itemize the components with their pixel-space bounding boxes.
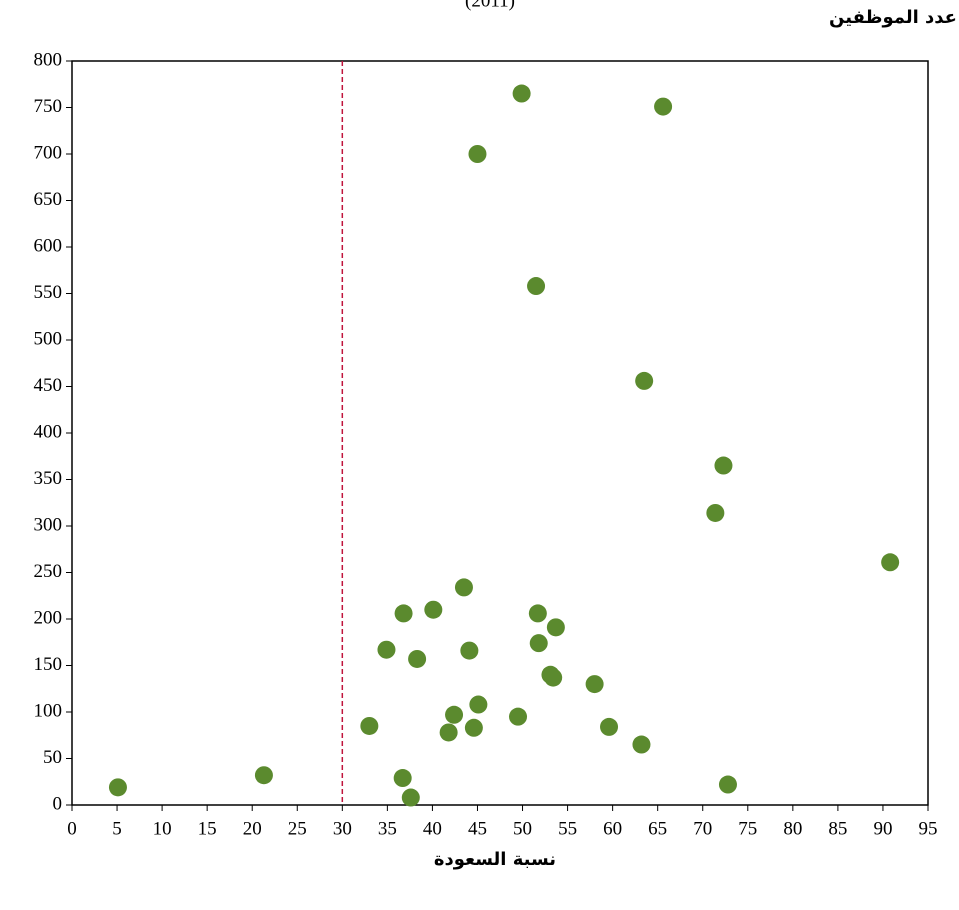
x-tick-label: 30	[333, 818, 352, 839]
point	[600, 717, 619, 736]
point	[654, 97, 673, 116]
x-tick-label: 70	[693, 818, 712, 839]
y-tick-label: 450	[34, 375, 63, 396]
point	[424, 600, 443, 619]
x-tick-label: 15	[198, 818, 217, 839]
point	[394, 604, 413, 623]
point	[445, 705, 464, 724]
point	[544, 668, 563, 687]
y-tick-label: 700	[34, 142, 63, 163]
y-tick-label: 200	[34, 607, 63, 628]
y-tick-label: 350	[34, 468, 63, 489]
x-tick-label: 0	[67, 818, 77, 839]
point	[632, 735, 651, 754]
y-tick-label: 800	[34, 49, 63, 70]
y-tick-label: 550	[34, 282, 63, 303]
point	[585, 675, 604, 694]
y-tick-label: 400	[34, 421, 63, 442]
x-tick-label: 45	[468, 818, 487, 839]
x-tick-label: 25	[288, 818, 307, 839]
x-tick-label: 40	[423, 818, 442, 839]
point	[360, 716, 379, 735]
y-tick-label: 300	[34, 514, 63, 535]
point	[108, 778, 127, 797]
point	[464, 718, 483, 737]
point	[469, 695, 488, 714]
x-tick-label: 35	[378, 818, 397, 839]
y-tick-label: 750	[34, 96, 63, 117]
point	[714, 456, 733, 475]
x-tick-label: 65	[648, 818, 667, 839]
point	[439, 723, 458, 742]
x-tick-label: 55	[558, 818, 577, 839]
point	[460, 641, 479, 660]
x-tick-label: 90	[873, 818, 892, 839]
y-tick-label: 650	[34, 189, 63, 210]
point	[635, 371, 654, 390]
y-tick-label: 100	[34, 700, 63, 721]
point	[454, 578, 473, 597]
point	[377, 640, 396, 659]
y-tick-label: 150	[34, 654, 63, 675]
y-axis-label: عدد الموظفين	[829, 7, 957, 28]
point	[512, 84, 531, 103]
point	[881, 553, 900, 572]
y-tick-label: 250	[34, 561, 63, 582]
y-tick-label: 500	[34, 328, 63, 349]
x-tick-label: 95	[919, 818, 938, 839]
point	[468, 145, 487, 163]
x-tick-label: 20	[243, 818, 262, 839]
x-tick-label: 60	[603, 818, 622, 839]
point	[529, 634, 548, 653]
point	[393, 769, 412, 788]
point	[509, 707, 528, 726]
x-tick-label: 10	[153, 818, 172, 839]
y-tick-label: 50	[43, 747, 62, 768]
chart-title: (2011)	[465, 0, 515, 11]
x-tick-label: 50	[513, 818, 532, 839]
point	[527, 277, 546, 296]
x-tick-label: 75	[738, 818, 757, 839]
point	[546, 618, 565, 637]
x-tick-label: 5	[112, 818, 122, 839]
x-tick-label: 85	[828, 818, 847, 839]
point	[718, 775, 737, 794]
point	[528, 604, 547, 623]
point	[401, 788, 420, 807]
point	[408, 649, 427, 668]
y-tick-label: 600	[34, 235, 63, 256]
point	[706, 503, 725, 522]
x-axis-label: نسبة السعودة	[434, 849, 556, 870]
x-tick-label: 80	[783, 818, 802, 839]
plot-frame	[71, 60, 929, 806]
point	[254, 766, 273, 785]
y-tick-label: 0	[53, 793, 63, 814]
